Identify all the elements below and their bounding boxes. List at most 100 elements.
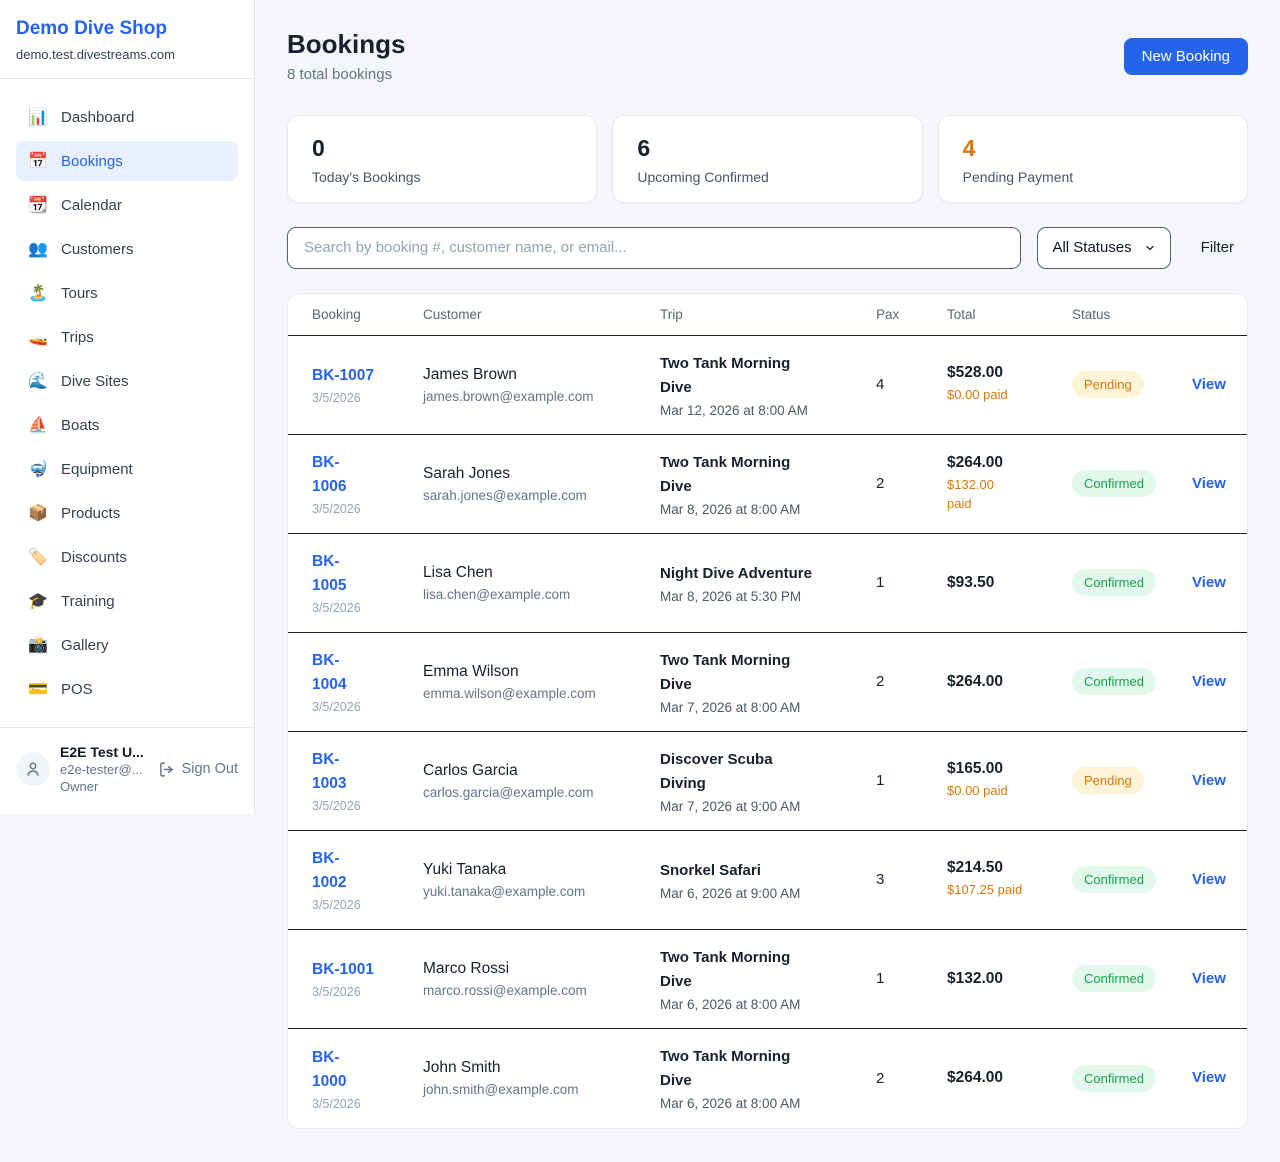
status-badge: Confirmed [1072, 866, 1156, 894]
customer-name: Carlos Garcia [423, 761, 518, 779]
trip-cell: Two Tank Morning Dive Mar 8, 2026 at 8:00… [660, 451, 876, 517]
view-link[interactable]: View [1192, 1069, 1226, 1087]
stats-cards: 0 Today's Bookings 6 Upcoming Confirmed 4 Pen… [287, 114, 1248, 203]
trip-cell: Two Tank Morning Dive Mar 7, 2026 at 8:00… [660, 649, 876, 715]
booking-id-link[interactable]: BK-1007 [312, 367, 375, 385]
view-cell: View [1192, 475, 1226, 493]
trip-datetime: Mar 8, 2026 at 8:00 AM [660, 501, 801, 517]
people-icon: 👥 [28, 241, 48, 258]
booking-id-link[interactable]: BK- 1000 [312, 1048, 347, 1090]
table-row: BK- 1006 3/5/2026 Sarah Jones sarah.jones@e… [288, 435, 1247, 534]
search-input[interactable] [287, 226, 1022, 269]
sidebar-item-boats[interactable]: ⛵ Boats [16, 405, 238, 445]
shop-name: Demo Dive Shop [16, 18, 167, 39]
view-link[interactable]: View [1192, 474, 1226, 492]
booking-id-link[interactable]: BK-1001 [312, 961, 375, 979]
sidebar-item-dashboard[interactable]: 📊 Dashboard [16, 97, 238, 137]
chevron-down-icon [1144, 242, 1156, 254]
trip-datetime: Mar 7, 2026 at 8:00 AM [660, 699, 801, 715]
trip-datetime: Mar 6, 2026 at 8:00 AM [660, 1096, 801, 1112]
sidebar-item-gallery[interactable]: 📸 Gallery [16, 625, 238, 665]
shop-domain: demo.test.divestreams.com [16, 47, 175, 62]
pax-value: 1 [876, 772, 885, 790]
sidebar-item-dive-sites[interactable]: 🌊 Dive Sites [16, 361, 238, 401]
pax-value: 2 [876, 1069, 885, 1087]
sidebar-item-customers[interactable]: 👥 Customers [16, 229, 238, 269]
view-link[interactable]: View [1192, 672, 1226, 690]
sidebar-item-label: Calendar [61, 196, 122, 214]
view-link[interactable]: View [1192, 375, 1226, 393]
table-row: BK- 1003 3/5/2026 Carlos Garcia carlos.garc… [288, 732, 1247, 831]
status-badge: Confirmed [1072, 1064, 1156, 1092]
pax-value: 3 [876, 871, 885, 889]
total-cell: $214.50 $107.25 paid [947, 859, 1072, 900]
stat-card: 0 Today's Bookings [287, 114, 598, 203]
booking-cell: BK- 1004 3/5/2026 [312, 649, 423, 714]
status-select-value: All Statuses [1052, 239, 1132, 257]
view-cell: View [1192, 772, 1226, 790]
customer-cell: Emma Wilson emma.wilson@example.com [423, 663, 660, 701]
status-badge: Pending [1072, 371, 1144, 399]
view-link[interactable]: View [1192, 771, 1226, 789]
speedboat-icon: 🚤 [28, 329, 48, 346]
view-link[interactable]: View [1192, 573, 1226, 591]
sidebar-item-discounts[interactable]: 🏷️ Discounts [16, 537, 238, 577]
paid-amount: $132.00 paid [947, 476, 994, 511]
booking-id-link[interactable]: BK- 1002 [312, 850, 347, 892]
booking-id-link[interactable]: BK- 1006 [312, 454, 347, 496]
table-row: BK- 1005 3/5/2026 Lisa Chen lisa.chen@examp… [288, 534, 1247, 633]
total-cell: $93.50 [947, 574, 1072, 592]
user-section: E2E Test U... e2e-tester@... Owner Sign … [0, 727, 254, 814]
sidebar-item-equipment[interactable]: 🤿 Equipment [16, 449, 238, 489]
sidebar-item-training[interactable]: 🎓 Training [16, 581, 238, 621]
user-icon [24, 760, 42, 778]
sidebar-item-trips[interactable]: 🚤 Trips [16, 317, 238, 357]
pax-value: 2 [876, 475, 885, 493]
sidebar-item-pos[interactable]: 💳 POS [16, 669, 238, 709]
status-cell: Confirmed [1072, 668, 1192, 696]
table-row: BK- 1002 3/5/2026 Yuki Tanaka yuki.tanaka@e… [288, 831, 1247, 930]
total-cell: $264.00 $132.00 paid [947, 454, 1072, 514]
view-cell: View [1192, 1069, 1226, 1087]
dive-mask-icon: 🤿 [28, 461, 48, 478]
customer-cell: Yuki Tanaka yuki.tanaka@example.com [423, 861, 660, 899]
sidebar-item-label: Customers [61, 240, 134, 258]
trip-cell: Two Tank Morning Dive Mar 12, 2026 at 8:0… [660, 352, 876, 418]
pax-value: 1 [876, 574, 885, 592]
wave-icon: 🌊 [28, 373, 48, 390]
view-link[interactable]: View [1192, 969, 1226, 987]
logout-icon [158, 761, 175, 778]
status-select[interactable]: All Statuses [1037, 226, 1171, 269]
trip-datetime: Mar 8, 2026 at 5:30 PM [660, 588, 802, 604]
trip-cell: Discover Scuba Diving Mar 7, 2026 at 9:00… [660, 748, 876, 814]
booking-date: 3/5/2026 [312, 1096, 361, 1111]
trip-name: Night Dive Adventure [660, 564, 812, 582]
sign-out-button[interactable]: Sign Out [158, 761, 238, 778]
sidebar-item-tours[interactable]: 🏝️ Tours [16, 273, 238, 313]
package-icon: 📦 [28, 505, 48, 522]
filter-button[interactable]: Filter [1200, 239, 1234, 257]
sidebar-item-calendar[interactable]: 📆 Calendar [16, 185, 238, 225]
sidebar-item-bookings[interactable]: 📅 Bookings [16, 141, 238, 181]
new-booking-button[interactable]: New Booking [1123, 38, 1248, 75]
customer-email: james.brown@example.com [423, 388, 594, 404]
total-amount: $264.00 [947, 672, 1004, 690]
bookings-table: Booking Customer Trip Pax Total Status BK-100… [287, 292, 1248, 1129]
total-amount: $264.00 [947, 453, 1004, 471]
booking-id-link[interactable]: BK- 1004 [312, 652, 347, 694]
trip-cell: Snorkel Safari Mar 6, 2026 at 9:00 AM [660, 859, 876, 901]
user-email: e2e-tester@... [60, 762, 143, 777]
status-badge: Confirmed [1072, 470, 1156, 498]
sidebar-item-products[interactable]: 📦 Products [16, 493, 238, 533]
column-header: Booking [312, 306, 361, 322]
booking-id-link[interactable]: BK- 1005 [312, 553, 347, 595]
total-amount: $165.00 [947, 760, 1004, 778]
trip-datetime: Mar 12, 2026 at 8:00 AM [660, 402, 808, 418]
booking-cell: BK- 1002 3/5/2026 [312, 847, 423, 912]
sidebar-item-label: Bookings [61, 152, 123, 170]
view-link[interactable]: View [1192, 870, 1226, 888]
sailboat-icon: ⛵ [28, 417, 48, 434]
booking-id-link[interactable]: BK- 1003 [312, 751, 347, 793]
sidebar-item-label: Products [61, 504, 121, 522]
booking-date: 3/5/2026 [312, 601, 361, 616]
